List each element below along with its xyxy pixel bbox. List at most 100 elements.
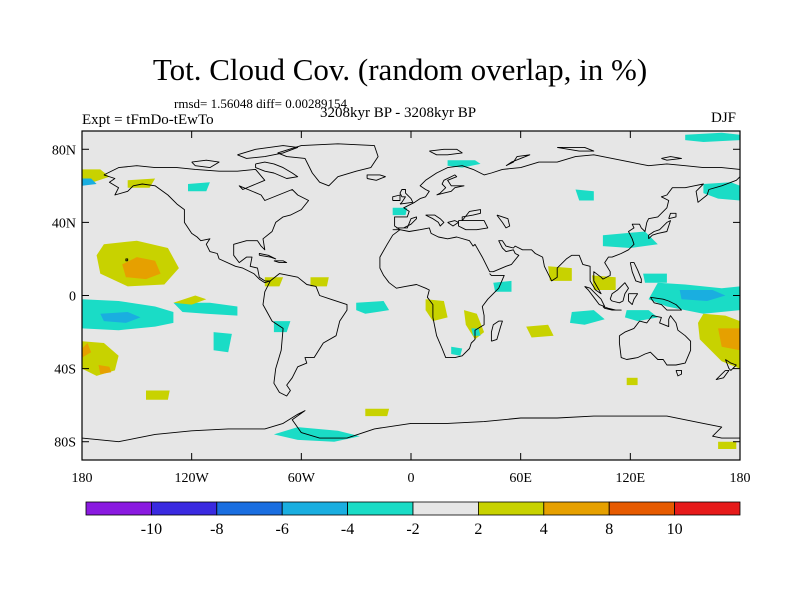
coastline bbox=[668, 212, 677, 220]
season-label: DJF bbox=[711, 110, 737, 126]
x-tick-label: 120W bbox=[175, 471, 210, 486]
colorbar-swatch bbox=[85, 501, 152, 516]
stats-label: rmsd= 1.56048 diff= 0.00289154 bbox=[174, 96, 347, 111]
anomaly-region bbox=[471, 328, 481, 336]
anomaly-region bbox=[82, 178, 97, 186]
colorbar-swatch bbox=[477, 501, 545, 516]
coastline bbox=[602, 306, 622, 311]
coastline bbox=[258, 253, 277, 260]
coastline bbox=[496, 214, 511, 229]
coastline bbox=[458, 220, 489, 231]
anomaly-region bbox=[392, 207, 408, 216]
anomaly-region bbox=[188, 182, 210, 192]
anomaly-region bbox=[718, 441, 737, 449]
anomaly-region bbox=[679, 290, 726, 301]
colorbar-label: 10 bbox=[667, 521, 683, 538]
anomaly-region bbox=[626, 377, 638, 386]
y-tick-label: 40N bbox=[52, 216, 76, 231]
anomaly-region bbox=[570, 310, 605, 325]
anomaly-region bbox=[698, 313, 740, 369]
coastline bbox=[628, 293, 639, 306]
coastline-layer bbox=[82, 143, 740, 443]
coastline bbox=[675, 369, 682, 377]
anomaly-region bbox=[548, 266, 572, 281]
anomaly-region bbox=[173, 295, 207, 305]
coastline bbox=[392, 194, 401, 201]
y-tick-label: 80N bbox=[52, 143, 76, 158]
coastline bbox=[609, 282, 629, 304]
colorbar: -10 -8 -6 -4 -2 2 4 8 10 bbox=[85, 501, 741, 538]
axis-ticks: 180 120W 60W 0 60E 120E 180 80N 40N 0 40S 80S bbox=[52, 131, 751, 486]
coastline bbox=[724, 359, 737, 371]
experiment-label: Expt = tFmDo-tEwTo bbox=[82, 112, 214, 128]
coastline bbox=[661, 156, 682, 161]
coastline bbox=[715, 369, 730, 381]
coastline bbox=[379, 176, 740, 359]
y-tick-label: 40S bbox=[54, 363, 76, 378]
colorbar-label: -10 bbox=[141, 521, 162, 538]
x-tick-label: 0 bbox=[408, 471, 415, 486]
colorbar-label: -8 bbox=[210, 521, 223, 538]
colorbar-swatch bbox=[281, 501, 349, 516]
anomaly-region bbox=[310, 277, 329, 287]
colorbar-swatch bbox=[347, 501, 414, 516]
colorbar-swatch bbox=[216, 501, 283, 516]
anomaly-region bbox=[493, 280, 512, 292]
anomaly-region bbox=[82, 343, 92, 358]
colorbar-swatch bbox=[608, 501, 676, 516]
anomaly-region bbox=[425, 299, 448, 322]
coastline bbox=[557, 146, 595, 152]
colorbar-label: 4 bbox=[540, 521, 548, 538]
coastline bbox=[366, 174, 386, 181]
anomaly-region bbox=[122, 257, 161, 280]
coastline bbox=[103, 165, 310, 284]
colorbar-label: 2 bbox=[474, 521, 482, 538]
anomaly-region bbox=[98, 365, 112, 375]
x-tick-label: 60W bbox=[288, 471, 316, 486]
anomaly-region bbox=[703, 182, 740, 201]
anomaly-region bbox=[451, 346, 463, 356]
y-tick-label: 0 bbox=[69, 290, 76, 305]
anomaly-layer bbox=[82, 132, 740, 449]
plot-title: Tot. Cloud Cov. (random overlap, in %) bbox=[152, 52, 648, 87]
coastline bbox=[396, 216, 417, 229]
anomaly-region bbox=[624, 310, 658, 322]
anomaly-region bbox=[718, 328, 740, 351]
anomaly-region bbox=[526, 324, 554, 338]
anomaly-region bbox=[213, 332, 232, 353]
coastline bbox=[262, 273, 348, 397]
x-tick-label: 120E bbox=[616, 471, 646, 486]
colorbar-swatch bbox=[412, 501, 479, 516]
colorbar-label: -6 bbox=[276, 521, 289, 538]
colorbar-label: -4 bbox=[341, 521, 354, 538]
coastline bbox=[82, 410, 740, 443]
anomaly-region bbox=[356, 301, 390, 314]
coastline bbox=[425, 214, 445, 227]
anomaly-region bbox=[643, 273, 667, 283]
colorbar-label: -2 bbox=[406, 521, 419, 538]
anomaly-region bbox=[173, 302, 238, 316]
anomaly-region bbox=[264, 277, 284, 287]
coastline bbox=[629, 262, 642, 284]
coastline bbox=[618, 315, 692, 366]
coastline bbox=[650, 296, 682, 311]
anomaly-region bbox=[575, 189, 594, 201]
period-label: 3208kyr BP - 3208kyr BP bbox=[320, 105, 477, 121]
anomaly-region bbox=[273, 321, 291, 333]
colorbar-swatch bbox=[543, 501, 610, 516]
colorbar-swatch bbox=[150, 501, 218, 516]
x-tick-label: 60E bbox=[509, 471, 532, 486]
anomaly-region bbox=[602, 231, 658, 248]
coastline bbox=[461, 209, 481, 221]
coastline bbox=[125, 258, 129, 262]
coastline bbox=[399, 189, 414, 205]
colorbar-label: 8 bbox=[605, 521, 613, 538]
coastline bbox=[429, 148, 463, 156]
anomaly-region bbox=[685, 132, 740, 142]
coastline bbox=[237, 145, 299, 159]
coastline bbox=[436, 174, 465, 196]
map-background bbox=[82, 131, 740, 460]
coastline bbox=[648, 220, 671, 240]
y-tick-label: 80S bbox=[54, 436, 76, 451]
coastline bbox=[273, 260, 288, 264]
